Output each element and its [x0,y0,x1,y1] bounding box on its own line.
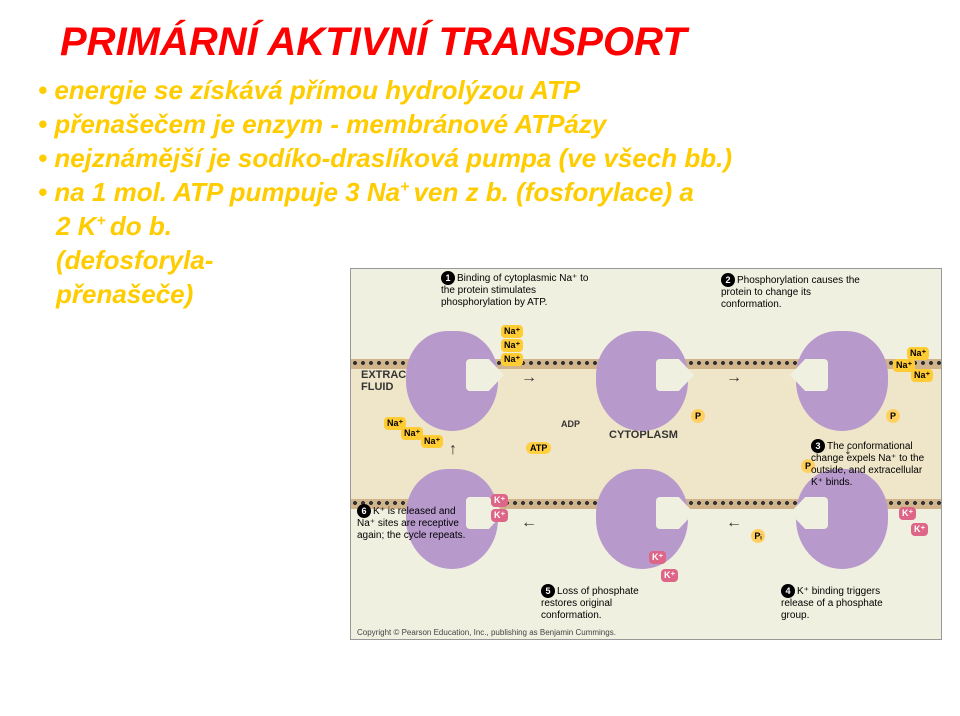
bullet-4a: • na 1 mol. ATP pumpuje [38,177,345,207]
page-title: PRIMÁRNÍ AKTIVNÍ TRANSPORT [60,20,930,65]
atp-label: ATP [526,442,551,454]
na-ion: Na⁺ [911,369,933,382]
bullet-5sup: + [96,212,109,229]
step-num-4: 4 [781,584,795,598]
phosphate-released: Pᵢ [751,529,765,543]
protein-state-3 [796,331,888,431]
step-num-3: 3 [811,439,825,453]
step-1-label: 1Binding of cytoplasmic Na⁺ to the prote… [441,271,591,309]
na-ion: Na⁺ [907,347,929,360]
bullet-5b: do b. [110,211,172,241]
step-4-text: K⁺ binding triggers release of a phospha… [781,586,883,621]
step-2-label: 2Phosphorylation causes the protein to c… [721,273,861,311]
na-ion: Na⁺ [501,325,523,338]
bullet-4c: ven z b. (fosforylace) [414,177,680,207]
bullet-4: • na 1 mol. ATP pumpuje 3 Na+ ven z b. (… [38,177,930,208]
bullet-1: • energie se získává přímou hydrolýzou A… [38,75,930,106]
bullet-2b: membránové ATPázy [346,109,606,139]
na-ion: Na⁺ [421,435,443,448]
bullet-3c: (ve všech bb.) [559,143,732,173]
arrow-icon: → [521,369,537,387]
na-ion: Na⁺ [501,339,523,352]
protein-state-1 [406,331,498,431]
adp-label: ADP [561,419,580,429]
bullet-3a: • nejznámější je [38,143,238,173]
phosphate: P [691,409,705,423]
bullet-2: • přenašečem je enzym - membránové ATPáz… [38,109,930,140]
step-6-label: 6K⁺ is released and Na⁺ sites are recept… [357,504,467,542]
step-1-text: Binding of cytoplasmic Na⁺ to the protei… [441,273,588,308]
protein-state-2 [596,331,688,431]
step-num-6: 6 [357,504,371,518]
bullet-3b: sodíko-draslíková pumpa [238,143,559,173]
arrow-icon: ← [726,514,742,532]
na-ion: Na⁺ [401,427,423,440]
step-6-text: K⁺ is released and Na⁺ sites are recepti… [357,506,465,541]
k-ion: K⁺ [491,494,508,507]
k-ion: K⁺ [491,509,508,522]
copyright-text: Copyright © Pearson Education, Inc., pub… [357,628,616,637]
k-ion: K⁺ [649,551,666,564]
step-num-2: 2 [721,273,735,287]
step-2-text: Phosphorylation causes the protein to ch… [721,275,860,310]
step-5-label: 5Loss of phosphate restores original con… [541,584,661,622]
arrow-icon: ← [521,514,537,532]
na-ion: Na⁺ [501,353,523,366]
step-num-5: 5 [541,584,555,598]
bullet-4b: 3 Na [345,177,400,207]
step-4-label: 4K⁺ binding triggers release of a phosph… [781,584,911,622]
protein-state-5 [596,469,688,569]
bullet-4d: a [679,177,693,207]
phosphate: P [886,409,900,423]
bullet-5a: 2 K [56,211,96,241]
k-ion: K⁺ [899,507,916,520]
pump-diagram: 1Binding of cytoplasmic Na⁺ to the prote… [350,268,942,640]
bullet-3: • nejznámější je sodíko-draslíková pumpa… [38,143,930,174]
step-num-1: 1 [441,271,455,285]
step-3-text: The conformational change expels Na⁺ to … [811,441,924,488]
step-3-label: 3The conformational change expels Na⁺ to… [811,439,936,489]
k-ion: K⁺ [911,523,928,536]
bullet-2a: • přenašečem je enzym - [38,109,346,139]
bullet-5: 2 K+ do b. [38,211,930,242]
arrow-icon: → [726,369,742,387]
step-5-text: Loss of phosphate restores original conf… [541,586,639,621]
bullet-4sup: + [400,178,413,195]
arrow-icon: ↑ [449,441,457,459]
k-ion: K⁺ [661,569,678,582]
